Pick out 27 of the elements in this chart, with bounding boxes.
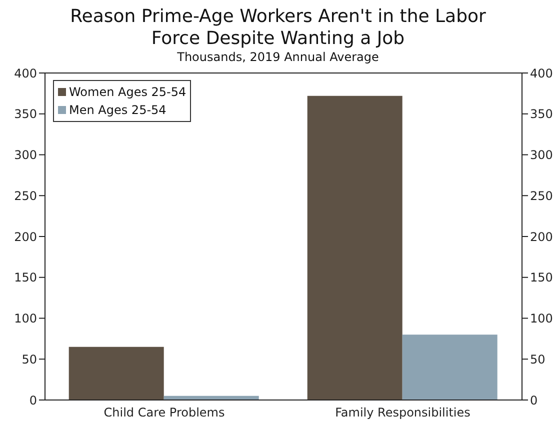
chart-title: Reason Prime-Age Workers Aren't in the Labor Force Despite Wanting a Job (69, 6, 487, 50)
legend-label: Women Ages 25-54 (69, 84, 186, 101)
y-tick-label: 200 (14, 230, 37, 244)
y-tick-label: 150 (14, 270, 37, 285)
y2-tick-label: 200 (530, 230, 553, 244)
bar (402, 334, 498, 400)
legend-label: Men Ages 25-54 (69, 102, 166, 119)
y-tick-label: 0 (29, 393, 37, 408)
x-tick-label: Child Care Problems (104, 406, 225, 420)
y2-tick-label: 100 (530, 312, 553, 326)
y2-tick-label: 350 (530, 107, 553, 122)
y2-tick-label: 400 (530, 66, 553, 80)
x-tick-label: Family Responsibilities (335, 406, 470, 420)
y2-tick-label: 50 (530, 352, 546, 366)
bar (307, 96, 402, 400)
bar (68, 346, 164, 400)
y-tick-label: 300 (14, 148, 37, 162)
y-tick-label: 100 (14, 312, 37, 326)
y2-tick-label: 300 (530, 148, 553, 162)
y2-tick-label: 0 (530, 393, 538, 408)
y2-tick-label: 250 (530, 188, 553, 203)
y2-tick-label: 150 (530, 270, 553, 285)
y-tick-label: 350 (14, 107, 37, 122)
chart-subtitle: Thousands, 2019 Annual Average (176, 50, 380, 64)
y-tick-label: 50 (22, 352, 37, 366)
y-tick-label: 250 (14, 188, 37, 203)
y-tick-label: 400 (14, 66, 37, 80)
